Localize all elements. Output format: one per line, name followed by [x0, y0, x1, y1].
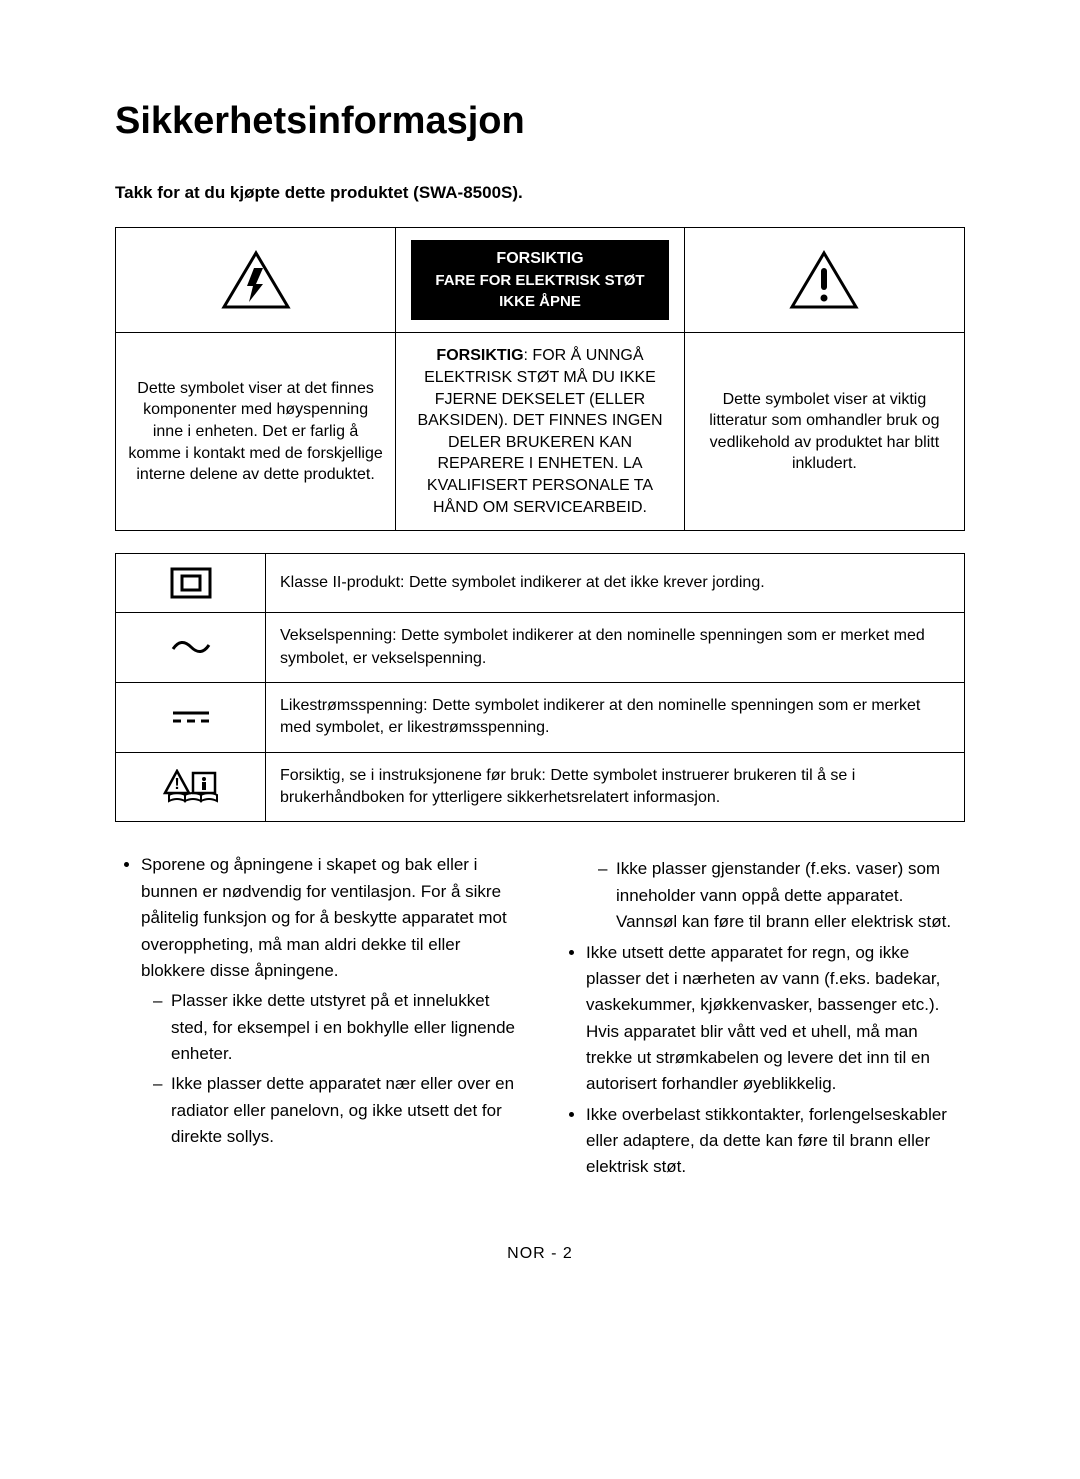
table-row: ! Forsiktig, se i instruksjonene før bru…: [116, 752, 965, 822]
page-title: Sikkerhetsinformasjon: [115, 100, 965, 143]
caution-label: FORSIKTIG: [436, 347, 523, 364]
list-item: Ikke plasser gjenstander (f.eks. vaser) …: [598, 856, 965, 935]
symbol-table: Klasse II-produkt: Dette symbolet indike…: [115, 553, 965, 822]
dc-text: Likestrømsspenning: Dette symbolet indik…: [266, 682, 965, 752]
ac-icon: [169, 637, 213, 657]
caution-body: : FOR Å UNNGÅ ELEKTRISK STØT MÅ DU IKKE …: [417, 347, 662, 515]
ac-text: Vekselspenning: Dette symbolet indikerer…: [266, 613, 965, 683]
list-item: Ikke overbelast stikkontakter, forlengel…: [586, 1102, 965, 1181]
svg-text:!: !: [174, 776, 179, 793]
exclamation-triangle-cell: [684, 228, 964, 333]
table-row: Vekselspenning: Dette symbolet indikerer…: [116, 613, 965, 683]
warning-table: FORSIKTIG FARE FOR ELEKTRISK STØT IKKE Å…: [115, 227, 965, 531]
class2-icon: [169, 566, 213, 600]
list-item: Ikke plasser dette apparatet nær eller o…: [153, 1071, 520, 1150]
caution-box: FORSIKTIG FARE FOR ELEKTRISK STØT IKKE Å…: [411, 240, 668, 320]
warning-col3-text: Dette symbolet viser at viktig litteratu…: [684, 333, 964, 531]
list-item: Plasser ikke dette utstyret på et innelu…: [153, 988, 520, 1067]
exclamation-triangle-icon: [789, 250, 859, 310]
dc-icon: [169, 709, 213, 725]
bolt-triangle-cell: [116, 228, 396, 333]
left-column: Sporene og åpningene i skapet og bak ell…: [115, 852, 520, 1184]
caution-line3: IKKE ÅPNE: [435, 291, 644, 312]
table-row: Klasse II-produkt: Dette symbolet indike…: [116, 554, 965, 613]
bolt-triangle-icon: [221, 250, 291, 310]
warning-col2-text: FORSIKTIG: FOR Å UNNGÅ ELEKTRISK STØT MÅ…: [396, 333, 685, 531]
page-footer: NOR - 2: [115, 1245, 965, 1263]
ac-icon-cell: [116, 613, 266, 683]
caution-header-cell: FORSIKTIG FARE FOR ELEKTRISK STØT IKKE Å…: [396, 228, 685, 333]
table-row: Likestrømsspenning: Dette symbolet indik…: [116, 682, 965, 752]
dc-icon-cell: [116, 682, 266, 752]
subtitle: Takk for at du kjøpte dette produktet (S…: [115, 183, 965, 203]
bullet-text: Sporene og åpningene i skapet og bak ell…: [141, 855, 507, 979]
manual-text: Forsiktig, se i instruksjonene før bruk:…: [266, 752, 965, 822]
class2-text: Klasse II-produkt: Dette symbolet indike…: [266, 554, 965, 613]
class2-icon-cell: [116, 554, 266, 613]
body-columns: Sporene og åpningene i skapet og bak ell…: [115, 852, 965, 1184]
caution-line1: FORSIKTIG: [435, 248, 644, 270]
list-item: Sporene og åpningene i skapet og bak ell…: [141, 852, 520, 1150]
caution-line2: FARE FOR ELEKTRISK STØT: [435, 270, 644, 291]
warning-col1-text: Dette symbolet viser at det finnes kompo…: [116, 333, 396, 531]
right-column: Ikke plasser gjenstander (f.eks. vaser) …: [560, 852, 965, 1184]
list-item: Ikke utsett dette apparatet for regn, og…: [586, 940, 965, 1098]
manual-icon-cell: !: [116, 752, 266, 822]
manual-icon: !: [163, 769, 219, 805]
